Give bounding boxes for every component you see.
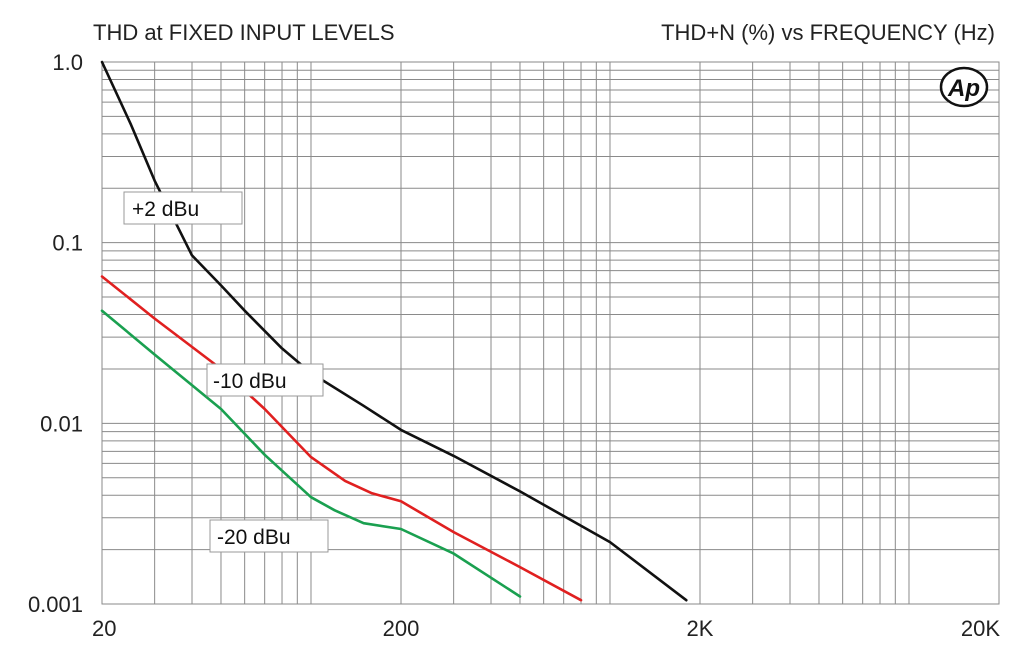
plot-frame bbox=[101, 61, 1000, 605]
label-box bbox=[123, 191, 243, 225]
y-tick-label: 1.0 bbox=[52, 50, 83, 75]
series-labels: +2 dBu -10 dBu -20 dBu bbox=[123, 191, 329, 553]
label-minus10-dbu: -10 dBu bbox=[206, 363, 324, 397]
logo-text: Ap bbox=[947, 75, 980, 102]
logo-ring bbox=[939, 66, 989, 108]
x-tick-label: 200 bbox=[383, 616, 420, 641]
series-line-1 bbox=[100, 60, 688, 602]
x-tick-label: 2K bbox=[687, 616, 714, 641]
chart-title-left: THD at FIXED INPUT LEVELS bbox=[93, 20, 395, 45]
chart-title-right: THD+N (%) vs FREQUENCY (Hz) bbox=[661, 20, 995, 45]
label-plus2-dbu: +2 dBu bbox=[123, 191, 243, 225]
y-tick-label: 0.001 bbox=[28, 592, 83, 617]
x-tick-label: 20K bbox=[961, 616, 1000, 641]
label-box bbox=[209, 519, 329, 553]
ap-logo: Ap bbox=[939, 66, 989, 108]
y-tick-label: 0.01 bbox=[40, 411, 83, 436]
series-line-2 bbox=[100, 275, 583, 602]
x-tick-labels: 20 200 2K 20K bbox=[92, 616, 1000, 641]
x-tick-label: 20 bbox=[92, 616, 116, 641]
label-box bbox=[206, 363, 324, 397]
y-tick-labels: 1.0 0.1 0.01 0.001 bbox=[28, 50, 83, 617]
label-text: -10 dBu bbox=[213, 370, 287, 393]
label-text: +2 dBu bbox=[132, 198, 199, 221]
series-lines bbox=[100, 60, 688, 602]
label-text: -20 dBu bbox=[217, 526, 291, 549]
y-tick-label: 0.1 bbox=[52, 231, 83, 256]
grid-lines bbox=[101, 62, 1000, 605]
series-line-3 bbox=[100, 309, 522, 598]
label-minus20-dbu: -20 dBu bbox=[209, 519, 329, 553]
